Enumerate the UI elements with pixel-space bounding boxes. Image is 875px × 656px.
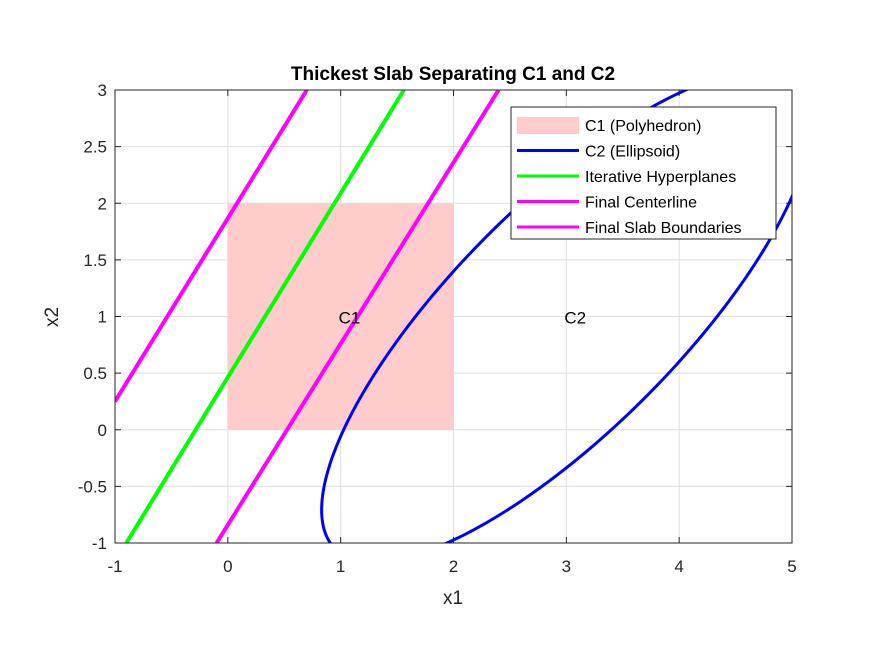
x-tick-label: 5 [787, 557, 796, 576]
polyhedron-c1 [227, 203, 454, 430]
legend-label: Final Slab Boundaries [585, 220, 742, 237]
legend-label: C2 (Ellipsoid) [585, 144, 680, 161]
x-tick-label: 2 [449, 557, 458, 576]
y-axis-label: x2 [42, 307, 63, 327]
y-tick-label: 2.5 [83, 138, 107, 157]
x-tick-label: 0 [223, 557, 232, 576]
tick-labels: -1 0 1 2 3 4 5 -1 -0.5 0 0.5 1 1.5 2 2.5 3 [78, 81, 797, 576]
series-final-centerline [115, 90, 309, 403]
legend-label: C1 (Polyhedron) [585, 118, 702, 135]
y-tick-label: 2 [98, 194, 107, 213]
legend-label: Iterative Hyperplanes [585, 169, 736, 186]
series-final-slab-boundaries [214, 90, 501, 543]
x-tick-label: -1 [107, 557, 122, 576]
legend-label: Final Centerline [585, 195, 697, 212]
plot-content [115, 90, 792, 543]
x-tick-label: 4 [674, 557, 683, 576]
y-tick-label: 3 [98, 81, 107, 100]
tick-marks [114, 89, 793, 544]
y-tick-label: 0 [98, 421, 107, 440]
chart-title: Thickest Slab Separating C1 and C2 [291, 64, 615, 85]
y-tick-label: -0.5 [78, 477, 107, 496]
annotation-c2: C2 [564, 309, 586, 328]
y-tick-label: 1 [98, 308, 107, 327]
y-tick-label: -1 [92, 534, 107, 553]
y-tick-label: 0.5 [83, 364, 107, 383]
x-axis-label: x1 [443, 588, 463, 609]
x-tick-label: 3 [562, 557, 571, 576]
legend-swatch [517, 117, 579, 134]
annotation-c1: C1 [339, 309, 361, 328]
y-tick-label: 1.5 [83, 251, 107, 270]
legend: C1 (Polyhedron) C2 (Ellipsoid) Iterative H… [510, 106, 777, 240]
x-tick-label: 1 [336, 557, 345, 576]
series-iterative-hyperplanes [124, 90, 406, 543]
